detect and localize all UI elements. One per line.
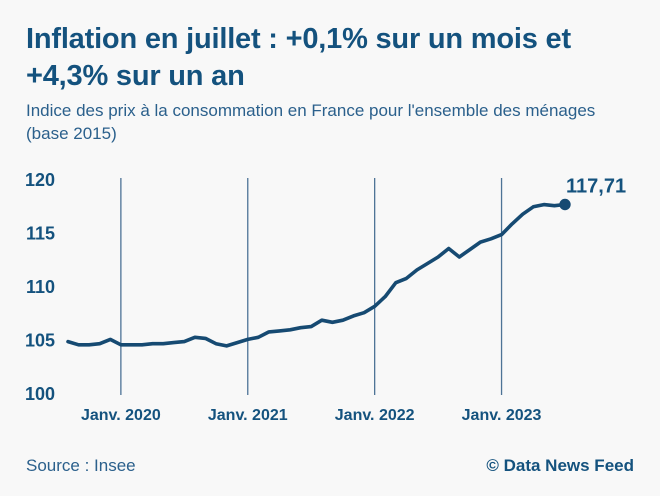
y-axis-tick-label: 120	[25, 170, 55, 190]
x-axis-tick-label: Janv. 2021	[208, 407, 288, 424]
credit-label: © Data News Feed	[486, 456, 634, 475]
chart-subtitle-line2: (base 2015)	[26, 124, 117, 143]
y-axis-tick-label: 100	[25, 384, 55, 404]
chart-footer: Source : Insee © Data News Feed	[26, 456, 634, 476]
cpi-series-line	[66, 202, 567, 348]
chart-title-line2: +4,3% sur un an	[26, 60, 245, 92]
chart-title-line1: Inflation en juillet : +0,1% sur un mois…	[26, 23, 571, 55]
y-axis-tick-label: 110	[26, 277, 55, 297]
source-label: Source : Insee	[26, 456, 136, 475]
series-end-value-label: 117,71	[566, 176, 626, 198]
chart-subtitle-line1: Indice des prix à la consommation en Fra…	[26, 101, 596, 120]
y-axis-tick-label: 105	[25, 331, 55, 351]
x-axis-tick-label: Janv. 2022	[335, 407, 415, 424]
chart-subtitle: Indice des prix à la consommation en Fra…	[26, 99, 644, 145]
x-axis-tick-label: Janv. 2020	[81, 407, 161, 424]
y-axis-tick-label: 115	[26, 224, 55, 244]
series-end-dot	[559, 198, 571, 211]
chart-title: Inflation en juillet : +0,1% sur un mois…	[26, 21, 618, 95]
x-axis-tick-label: Janv. 2023	[462, 407, 542, 424]
